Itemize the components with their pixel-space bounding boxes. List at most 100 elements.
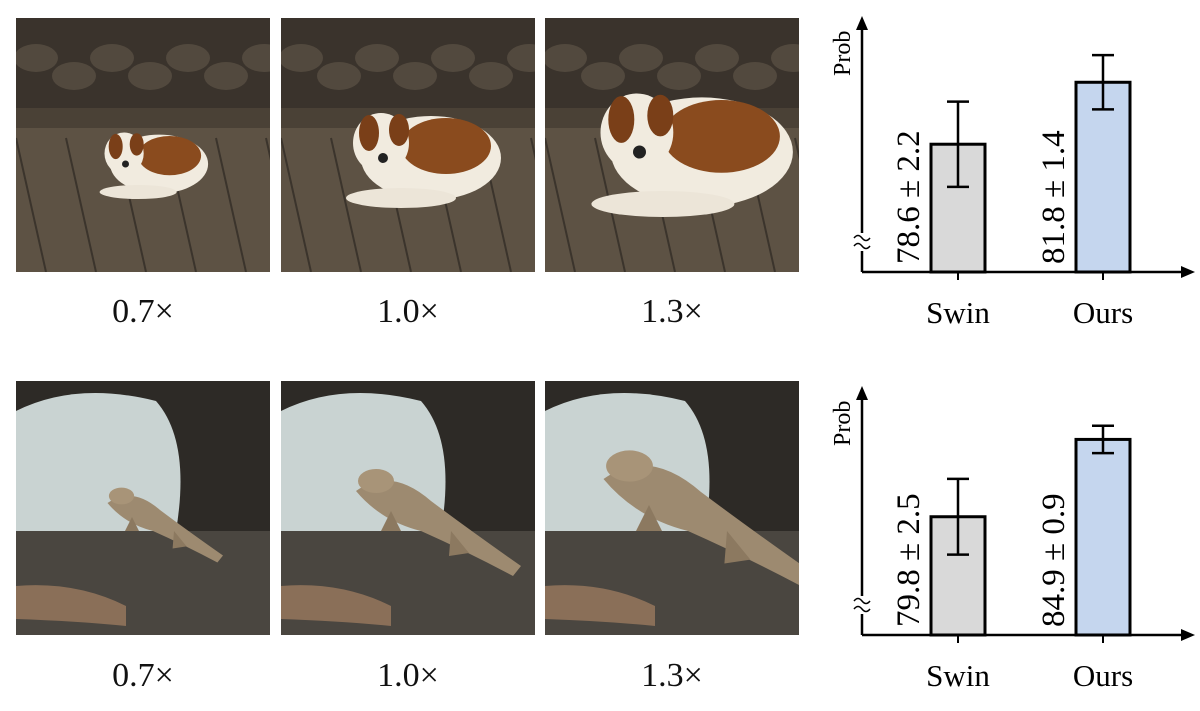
axis-break-gap [856,233,868,251]
scale-label: 1.0× [377,657,439,694]
scale-label: 1.3× [641,293,703,330]
wall-stone [355,44,399,72]
path-crack [65,137,97,272]
log [545,585,655,626]
dog-ear [389,114,409,146]
log [281,585,391,626]
axis-break-mark [853,597,871,605]
photo [16,381,270,635]
komodo-leg [172,531,187,549]
prob-bar-chart: Prob 79.8 ± 2.5 Swin 84.9 ± 0.9 Ours [810,360,1200,711]
bar-ours [1074,80,1132,274]
wall-stone [469,62,513,90]
wall-stone [695,44,739,72]
bar-value-label: 79.8 ± 2.5 [891,493,927,627]
komodo-body [603,465,799,585]
wall-stone [242,44,270,72]
wall-stone [204,62,248,90]
bar-ours [1074,437,1132,637]
y-axis-label: Prob [830,401,856,446]
photo [545,381,799,635]
wall-stone [619,44,663,72]
dog-front-legs [346,188,456,208]
photo [16,18,270,272]
komodo-image-1.0x [281,381,535,635]
y-axis-arrow [856,16,868,30]
dog-ear [108,133,123,160]
scale-label: 1.3× [641,657,703,694]
komodo-leg [125,517,139,531]
bar-value-label: 81.8 ± 1.4 [1036,130,1072,264]
wall-stone [52,62,96,90]
wall-stone [393,62,437,90]
wall-stone [545,44,587,72]
dog [99,132,209,199]
path-crack [330,137,362,272]
dog [346,113,501,208]
wall-stone [281,44,323,72]
axis-break-mark [853,242,871,250]
dog-patch [662,99,780,173]
dog-nose [378,153,388,163]
wall-stone [431,44,475,72]
y-axis-arrow [856,386,868,400]
dog-patch [138,136,202,176]
wall-stone [166,44,210,72]
dog-front-legs [591,190,735,217]
wall-stone [128,62,172,90]
x-tick-label: Swin [926,295,990,330]
log [16,585,126,626]
photo [545,18,799,272]
dog-image-0.7x [16,18,270,272]
komodo-leg [381,511,401,531]
photo [281,18,535,272]
wall-stone [771,44,799,72]
axis-break-mark [853,605,871,613]
komodo-body [107,495,223,563]
komodo-dragon [603,450,799,585]
x-tick-label: Ours [1073,658,1133,693]
wall-stone [317,62,361,90]
dog-ear [359,115,379,151]
figure-row-dog: 0.7× 1.0× 1.3× Prob 78.6 ± 2.2 Swin 81.8 ± … [0,0,1200,351]
dog [591,93,793,217]
rock [16,393,181,531]
dog-patch [401,118,491,174]
wall-stone [507,44,535,72]
dog-nose [633,145,646,159]
path-crack [16,137,47,272]
bar-value-label: 84.9 ± 0.9 [1036,493,1072,627]
bar-value-label: 78.6 ± 2.2 [891,130,927,264]
komodo-body [356,480,521,576]
komodo-head [108,487,135,505]
komodo-image-1.3x [545,381,799,635]
scale-label: 0.7× [112,293,174,330]
dog-front-legs [99,185,177,199]
dog-image-1.0x [281,18,535,272]
scale-label: 1.0× [377,293,439,330]
dog-ear [129,133,144,156]
wall-stone [90,44,134,72]
axis-break-gap [856,596,868,614]
figure-row-komodo: 0.7× 1.0× 1.3× Prob 79.8 ± 2.5 Swin 84.9 ± … [0,360,1200,711]
komodo-dragon [107,487,223,563]
photo [281,381,535,635]
wall-stone [733,62,777,90]
komodo-leg [636,505,662,531]
dog-nose [122,160,129,168]
komodo-dragon [356,469,521,576]
komodo-image-0.7x [16,381,270,635]
wall-stone [657,62,701,90]
dog-image-1.3x [545,18,799,272]
komodo-leg [724,531,751,564]
wall-stone [16,44,58,72]
path-crack [281,137,312,272]
path-crack [545,137,576,272]
x-axis-arrow [1181,266,1195,278]
komodo-head [358,469,394,493]
dog-ear [647,94,674,137]
komodo-head [606,450,653,482]
prob-bar-chart: Prob 78.6 ± 2.2 Swin 81.8 ± 1.4 Ours [810,0,1200,351]
